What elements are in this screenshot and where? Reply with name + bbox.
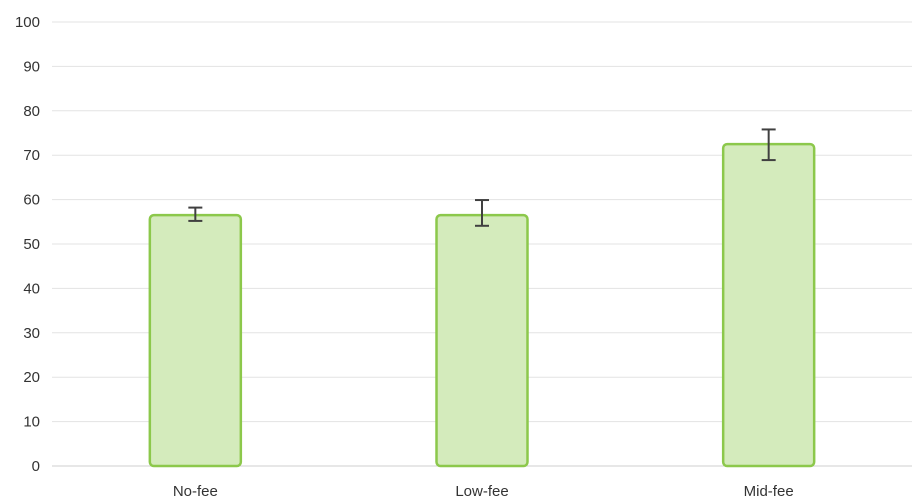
x-axis: No-fee Low-fee Mid-fee — [173, 483, 794, 500]
y-tick-label: 40 — [23, 280, 40, 297]
y-tick-label: 0 — [32, 458, 40, 475]
y-tick-label: 10 — [23, 414, 40, 431]
x-tick-label: Mid-fee — [744, 483, 794, 500]
y-tick-label: 80 — [23, 103, 40, 120]
y-tick-label: 20 — [23, 369, 40, 386]
y-tick-label: 70 — [23, 147, 40, 164]
error-bar-no-fee — [188, 206, 203, 222]
bar-no-fee — [148, 213, 243, 468]
bars-layer — [148, 142, 816, 468]
y-tick-label: 30 — [23, 325, 40, 342]
y-tick-label: 60 — [23, 192, 40, 209]
y-tick-label: 90 — [23, 58, 40, 75]
x-tick-label: Low-fee — [455, 483, 508, 500]
bar-low-fee — [435, 213, 529, 468]
y-tick-label: 100 — [15, 14, 40, 31]
y-tick-label: 50 — [23, 236, 40, 253]
bar-mid-fee — [721, 142, 816, 468]
error-bar-low-fee — [475, 199, 489, 227]
x-tick-label: No-fee — [173, 483, 218, 500]
error-bar-mid-fee — [761, 128, 776, 162]
y-axis: 0 10 20 30 40 50 60 70 80 90 100 — [15, 14, 40, 475]
error-bars-layer — [188, 128, 776, 227]
